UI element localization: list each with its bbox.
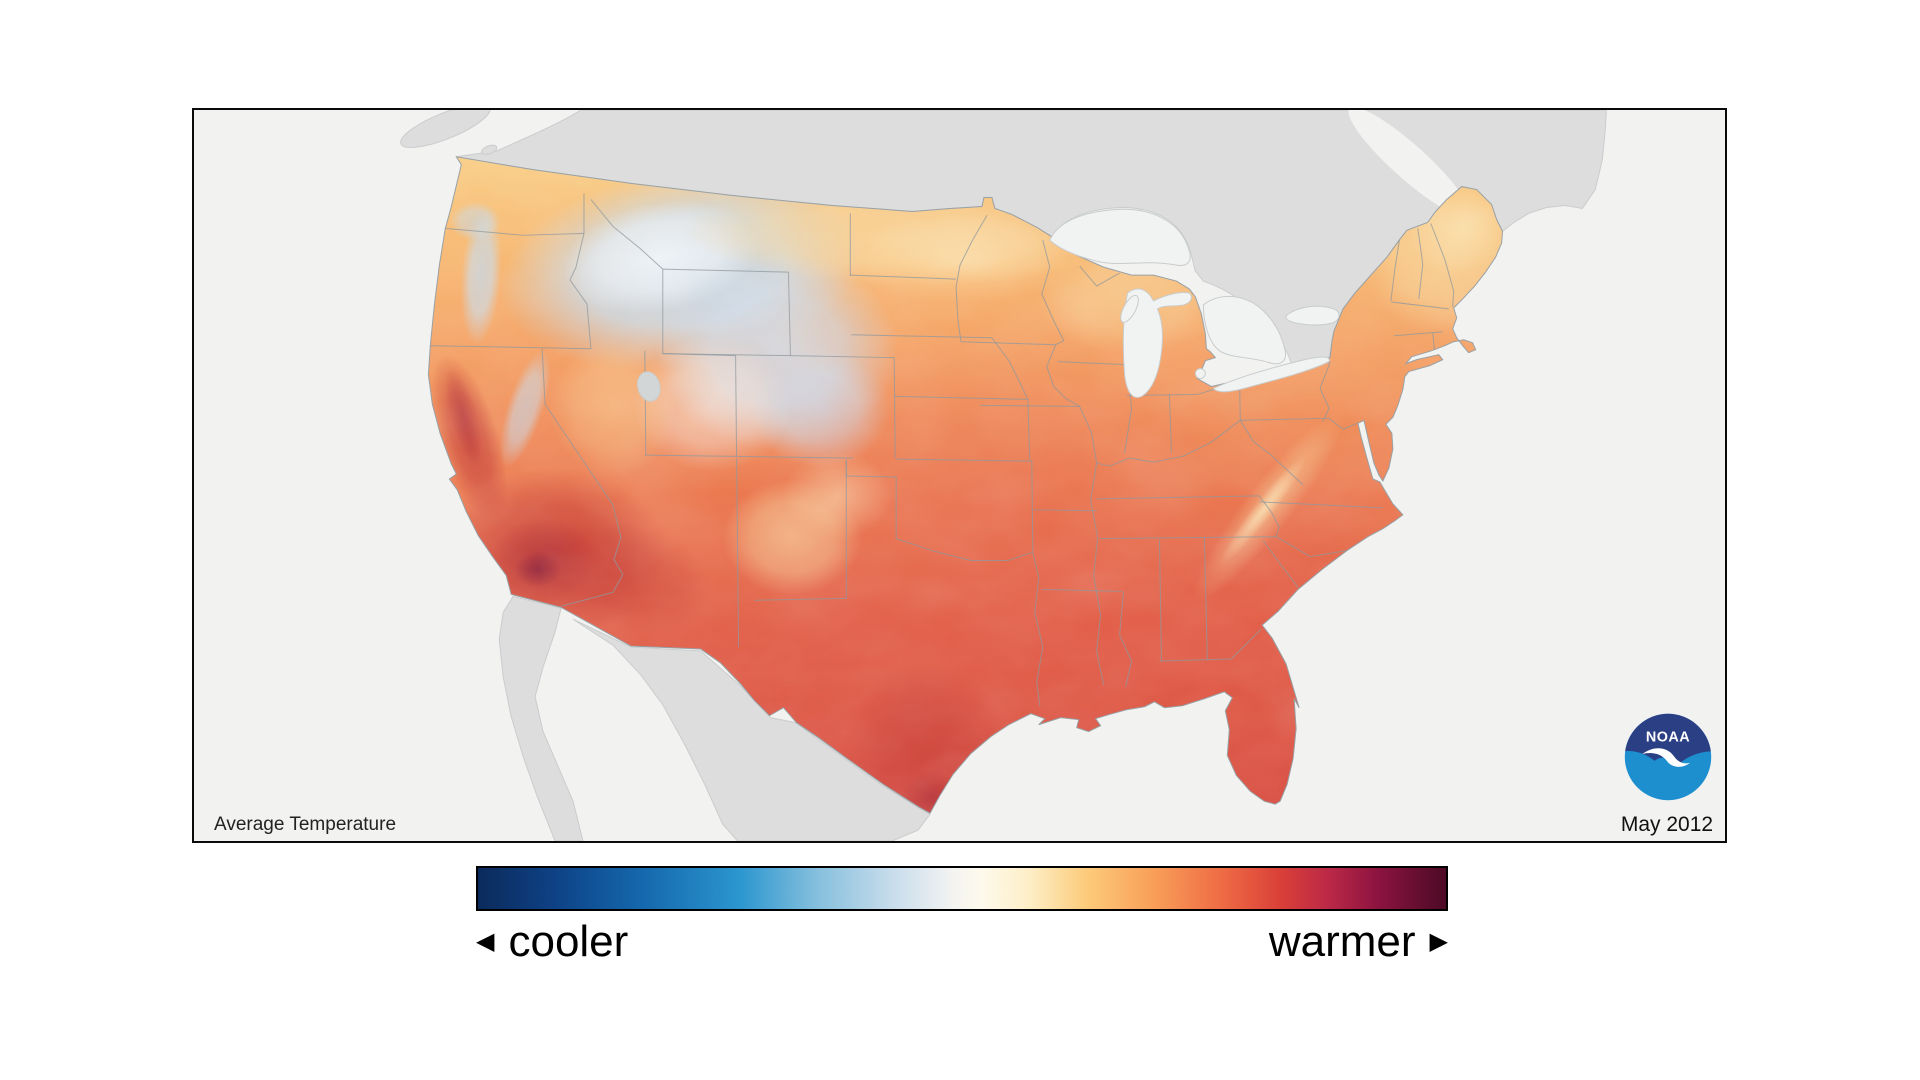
noaa-logo: NOAA [1620,709,1716,805]
cooler-label: cooler [508,917,629,966]
map-title: Average Temperature [214,814,397,835]
us-temperature-map [194,110,1725,841]
noaa-emblem-icon: NOAA [1624,713,1712,801]
state-borders [430,193,1455,706]
great-lakes [637,208,1340,402]
noaa-logo-text: NOAA [1646,730,1690,746]
canada-landmass [400,110,1607,372]
warmer-label: warmer [1268,917,1416,966]
left-arrow-icon: ◀ [476,928,495,955]
legend-labels: ◀ cooler warmer ▶ [476,914,1448,970]
map-date: May 2012 [1620,813,1714,836]
colorbar [476,866,1448,911]
right-arrow-icon: ▶ [1429,928,1448,955]
map-panel: NOAA Average Temperature May 2012 [192,108,1727,843]
legend-warmer-group: warmer ▶ [1269,917,1448,967]
legend-cooler-group: ◀ cooler [476,917,628,967]
